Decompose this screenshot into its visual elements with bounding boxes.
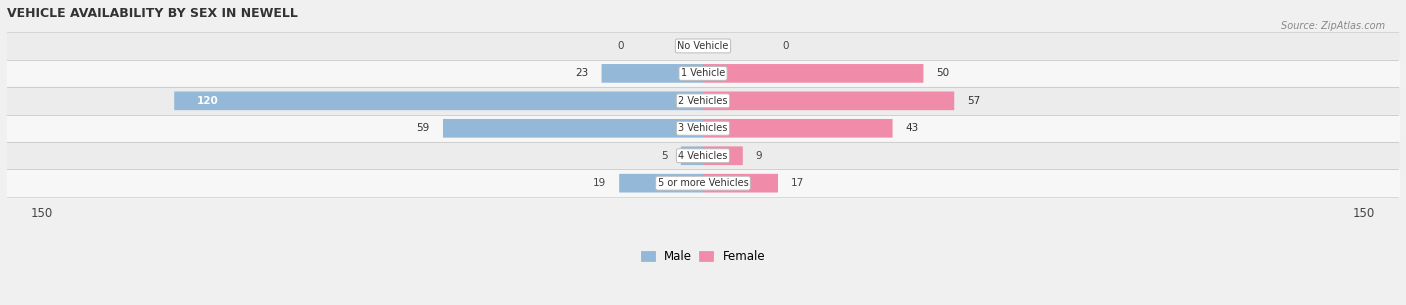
Text: 17: 17 (792, 178, 804, 188)
FancyBboxPatch shape (703, 119, 893, 138)
Bar (7, 87, 1399, 115)
Text: 0: 0 (782, 41, 789, 51)
FancyBboxPatch shape (703, 92, 955, 110)
FancyBboxPatch shape (681, 146, 703, 165)
Text: 19: 19 (593, 178, 606, 188)
Bar (7, 60, 1399, 87)
FancyBboxPatch shape (619, 174, 703, 192)
Text: 50: 50 (936, 68, 949, 78)
FancyBboxPatch shape (703, 146, 742, 165)
Text: 5: 5 (661, 151, 668, 161)
Text: 57: 57 (967, 96, 980, 106)
Text: 43: 43 (905, 123, 920, 133)
Bar (7, 170, 1399, 197)
FancyBboxPatch shape (174, 92, 703, 110)
Text: 3 Vehicles: 3 Vehicles (678, 123, 728, 133)
FancyBboxPatch shape (703, 174, 778, 192)
FancyBboxPatch shape (602, 64, 703, 83)
Bar (7, 115, 1399, 142)
FancyBboxPatch shape (443, 119, 703, 138)
Text: 2 Vehicles: 2 Vehicles (678, 96, 728, 106)
Text: 59: 59 (416, 123, 430, 133)
Legend: Male, Female: Male, Female (636, 245, 770, 268)
Bar (7, 32, 1399, 60)
Text: VEHICLE AVAILABILITY BY SEX IN NEWELL: VEHICLE AVAILABILITY BY SEX IN NEWELL (7, 7, 298, 20)
Text: 120: 120 (197, 96, 218, 106)
Text: No Vehicle: No Vehicle (678, 41, 728, 51)
Text: 1 Vehicle: 1 Vehicle (681, 68, 725, 78)
Text: 23: 23 (575, 68, 589, 78)
Text: 0: 0 (617, 41, 624, 51)
Text: 4 Vehicles: 4 Vehicles (678, 151, 728, 161)
Text: 9: 9 (756, 151, 762, 161)
Text: 5 or more Vehicles: 5 or more Vehicles (658, 178, 748, 188)
Text: Source: ZipAtlas.com: Source: ZipAtlas.com (1281, 21, 1385, 31)
Bar (7, 142, 1399, 170)
FancyBboxPatch shape (703, 64, 924, 83)
